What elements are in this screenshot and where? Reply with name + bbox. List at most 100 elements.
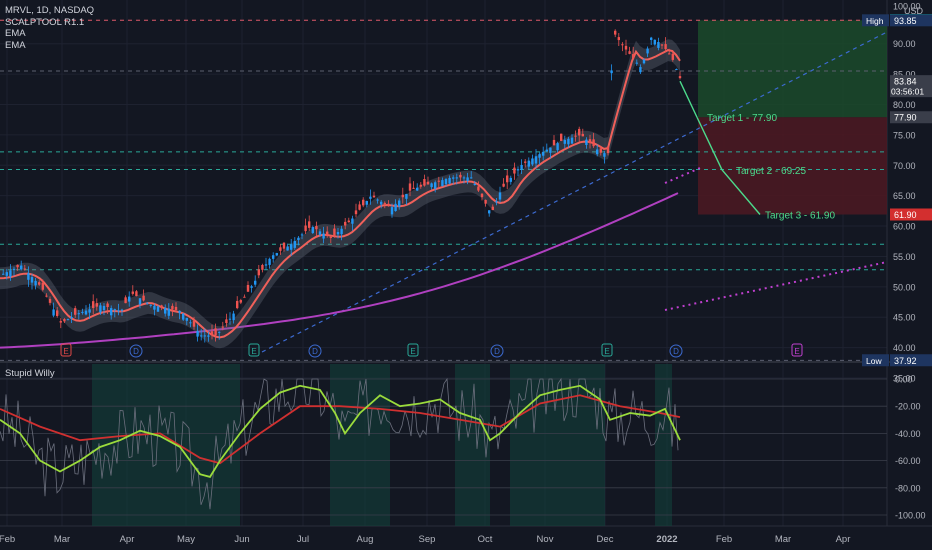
candle-body (466, 177, 469, 181)
candle-body (45, 295, 48, 297)
candle-body (95, 303, 98, 307)
legend-ema-2: EMA (5, 39, 26, 51)
price-tag-value: 37.92 (894, 356, 917, 366)
price-unit: USD (904, 6, 924, 16)
candle-body (354, 210, 358, 215)
price-tick: 80.00 (893, 100, 916, 110)
price-tag (890, 14, 932, 27)
candle-body (480, 193, 484, 198)
time-tick: Feb (716, 534, 732, 545)
trend-line-blue (261, 31, 888, 353)
candle-body (383, 202, 386, 204)
price-tick: 40.00 (893, 343, 916, 353)
profit-zone (698, 20, 887, 118)
price-tick: 90.00 (893, 39, 916, 49)
candle-body (182, 313, 185, 320)
osc-highlight (455, 364, 490, 526)
candle-body (185, 317, 188, 321)
price-tag-value: 83.84 (894, 77, 917, 87)
candle-body (92, 301, 95, 308)
candle-body (257, 269, 260, 276)
candle-body (113, 309, 116, 311)
candle-body (610, 70, 613, 74)
candle-body (70, 316, 73, 319)
candle-body (419, 184, 422, 187)
price-tag (890, 354, 932, 367)
candle-body (527, 160, 530, 167)
target-arrow (679, 80, 698, 118)
candle-body (534, 156, 538, 164)
symbol-title: MRVL, 1D, NASDAQ (5, 5, 95, 16)
event-marker (669, 344, 683, 358)
candle-body (444, 179, 448, 185)
event-label: D (133, 347, 139, 356)
candle-body (66, 319, 70, 321)
candle-body (668, 53, 671, 55)
candle-body (225, 319, 228, 324)
ema-slow-group (0, 192, 679, 349)
candle-body (423, 179, 426, 186)
candle-body (635, 62, 638, 64)
candle-body (502, 183, 505, 187)
candle-body (567, 138, 570, 145)
candle-body (146, 302, 149, 304)
candle-body (603, 153, 606, 157)
candle-body (210, 331, 214, 336)
candle-body (448, 177, 451, 184)
candle-body (437, 180, 440, 182)
event-marker (791, 343, 803, 357)
candle-body (671, 53, 674, 60)
candles (2, 29, 682, 343)
candle-body (110, 308, 113, 316)
candle-body (268, 258, 271, 265)
price-tag-value: 93.85 (894, 16, 917, 26)
candle-body (340, 228, 343, 235)
osc-tick: -80.00 (895, 483, 921, 493)
candle-body (344, 221, 347, 226)
event-label: D (312, 347, 318, 356)
candle-body (336, 232, 340, 235)
target-arrows: Target 1 - 77.90 Target 2 - 69.25 Target 3… (679, 80, 835, 221)
candle-body (264, 264, 268, 266)
candle-body (365, 201, 368, 205)
candle-body (430, 183, 433, 188)
candle-body (606, 146, 610, 154)
candle-body (156, 306, 160, 312)
candle-body (106, 303, 109, 308)
candle-body (401, 194, 404, 198)
candle-body (275, 253, 278, 256)
osc-tick: -40.00 (895, 429, 921, 439)
candle-body (426, 181, 430, 185)
candle-body (189, 322, 192, 324)
candle-body (254, 280, 257, 285)
candle-body (34, 280, 37, 286)
candle-body (545, 149, 548, 152)
trend-lines (261, 31, 888, 353)
candle-body (221, 326, 224, 328)
price-tick: 55.00 (893, 252, 916, 262)
candle-body (329, 236, 332, 238)
candle-body (250, 286, 253, 288)
candle-body (516, 169, 520, 171)
candle-body (675, 69, 678, 71)
candle-body (452, 177, 455, 179)
candle-body (167, 308, 170, 316)
horizontal-levels (0, 19, 887, 361)
candle-body (9, 270, 12, 277)
candle-body (358, 204, 361, 210)
ema-slow-line (0, 192, 679, 349)
time-tick: Feb (0, 534, 15, 545)
candle-body (315, 225, 318, 230)
target-label-1: Target 1 - 77.90 (707, 113, 777, 124)
candle-body (99, 305, 102, 313)
target-zones (698, 20, 887, 215)
candle-body (30, 277, 34, 283)
candle-body (192, 320, 196, 327)
candle-body (239, 300, 242, 303)
candle-body (27, 273, 30, 280)
candle-body (272, 255, 275, 259)
candle-body (59, 321, 62, 323)
candle-body (513, 167, 516, 174)
event-label: D (673, 347, 679, 356)
